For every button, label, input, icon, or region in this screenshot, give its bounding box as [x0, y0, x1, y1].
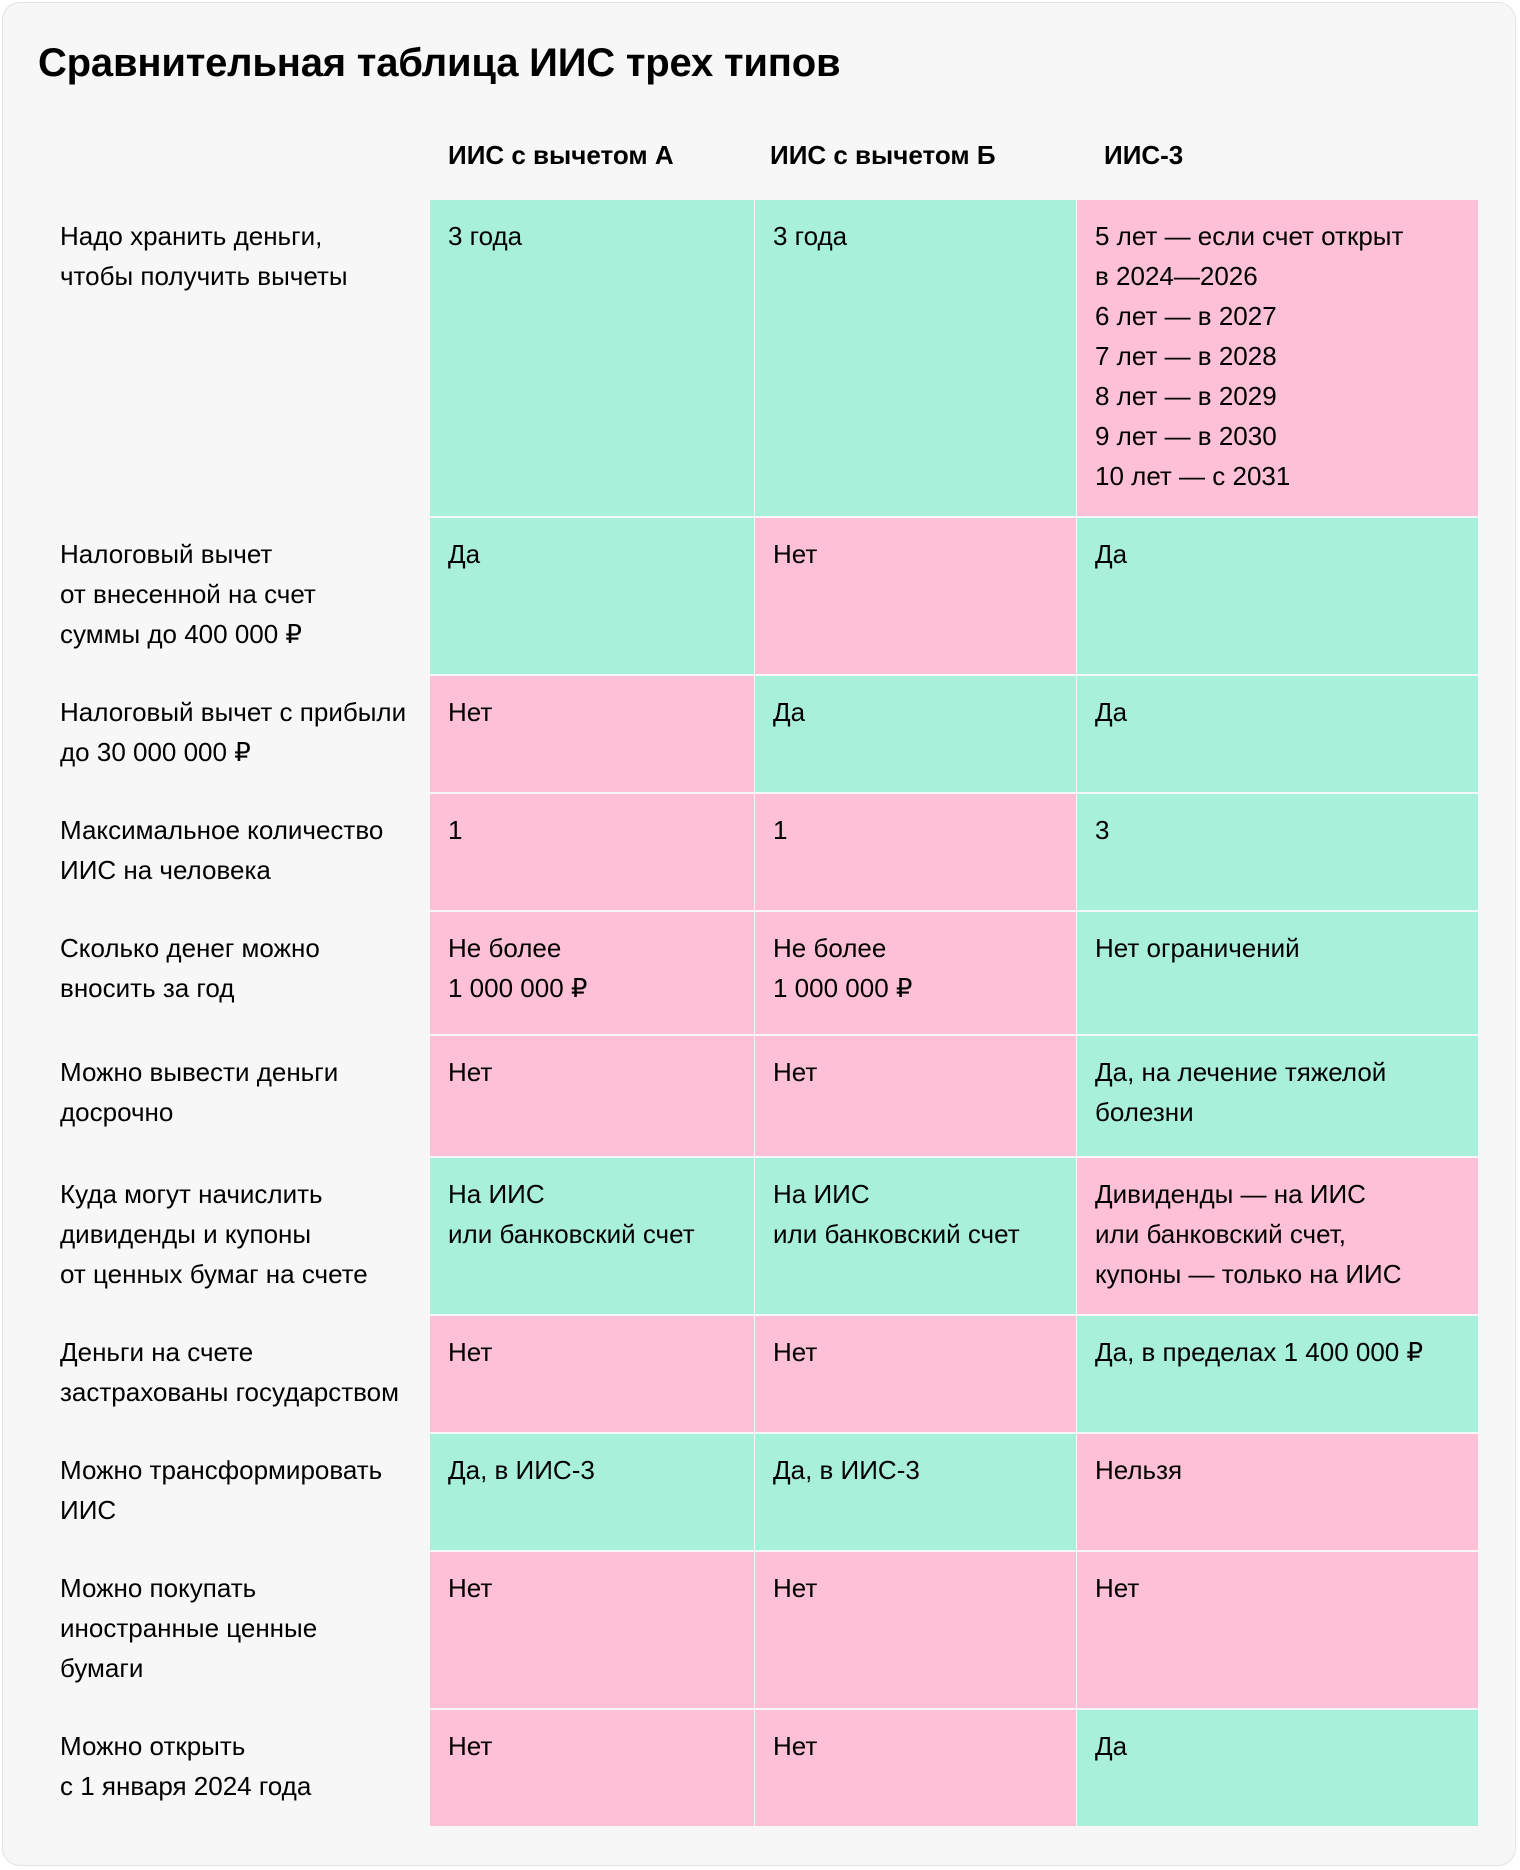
row-label: Можно вывести деньги досрочно — [60, 1057, 339, 1127]
table-cell: 3 — [1077, 794, 1478, 910]
table-cell: Да, в ИИС-3 — [430, 1434, 754, 1550]
table-cell: Нет — [755, 1710, 1076, 1826]
row-label: Налоговый вычет от внесенной на счет сум… — [60, 539, 316, 649]
table-cell: Да, на лечение тяжелой болезни — [1077, 1036, 1478, 1156]
row-label: Сколько денег можно вносить за год — [60, 933, 320, 1003]
row-label: Куда могут начислить дивиденды и купоны … — [60, 1179, 368, 1289]
column-header: ИИС с вычетом А — [448, 140, 674, 170]
table-cell: На ИИС или банковский счет — [755, 1158, 1076, 1314]
row-label: Можно открыть с 1 января 2024 года — [60, 1731, 312, 1801]
table-cell: Дивиденды — на ИИС или банковский счет, … — [1077, 1158, 1478, 1314]
table-cell: Нет — [1077, 1552, 1478, 1708]
table-cell: 1 — [430, 794, 754, 910]
table-cell: Да — [1077, 518, 1478, 674]
table-cell: Нет — [430, 1036, 754, 1156]
table-cell: Нет ограничений — [1077, 912, 1478, 1034]
row-label: Можно покупать иностранные ценные бумаги — [60, 1573, 318, 1683]
table-cell: 5 лет — если счет открыт в 2024—2026 6 л… — [1077, 200, 1478, 516]
table-cell: Нет — [430, 1552, 754, 1708]
column-header: ИИС с вычетом Б — [770, 140, 996, 170]
table-cell: 1 — [755, 794, 1076, 910]
table-cell: Нет — [430, 1316, 754, 1432]
table-cell: Нет — [430, 676, 754, 792]
page-title: Сравнительная таблица ИИС трех типов — [38, 41, 841, 85]
table-cell: 3 года — [755, 200, 1076, 516]
table-cell: Нет — [755, 1552, 1076, 1708]
table-cell: Не более 1 000 000 ₽ — [430, 912, 754, 1034]
row-label: Можно трансформировать ИИС — [60, 1455, 383, 1525]
table-cell: Да — [1077, 676, 1478, 792]
table-cell: Нет — [755, 1036, 1076, 1156]
table-cell: 3 года — [430, 200, 754, 516]
table-cell: Да — [1077, 1710, 1478, 1826]
table-cell: Нет — [430, 1710, 754, 1826]
table-cell: На ИИС или банковский счет — [430, 1158, 754, 1314]
table-cell: Нет — [755, 518, 1076, 674]
row-label: Максимальное количество ИИС на человека — [60, 815, 384, 885]
table-cell: Да — [755, 676, 1076, 792]
table-cell: Нет — [755, 1316, 1076, 1432]
row-label: Надо хранить деньги, чтобы получить выче… — [60, 221, 348, 291]
table-cell: Не более 1 000 000 ₽ — [755, 912, 1076, 1034]
table-cell: Да, в пределах 1 400 000 ₽ — [1077, 1316, 1478, 1432]
row-label: Налоговый вычет с прибыли до 30 000 000 … — [60, 697, 407, 767]
row-label: Деньги на счете застрахованы государство… — [60, 1337, 399, 1407]
table-cell: Нельзя — [1077, 1434, 1478, 1550]
column-header: ИИС-3 — [1104, 140, 1184, 170]
table-cell: Да, в ИИС-3 — [755, 1434, 1076, 1550]
table-cell: Да — [430, 518, 754, 674]
